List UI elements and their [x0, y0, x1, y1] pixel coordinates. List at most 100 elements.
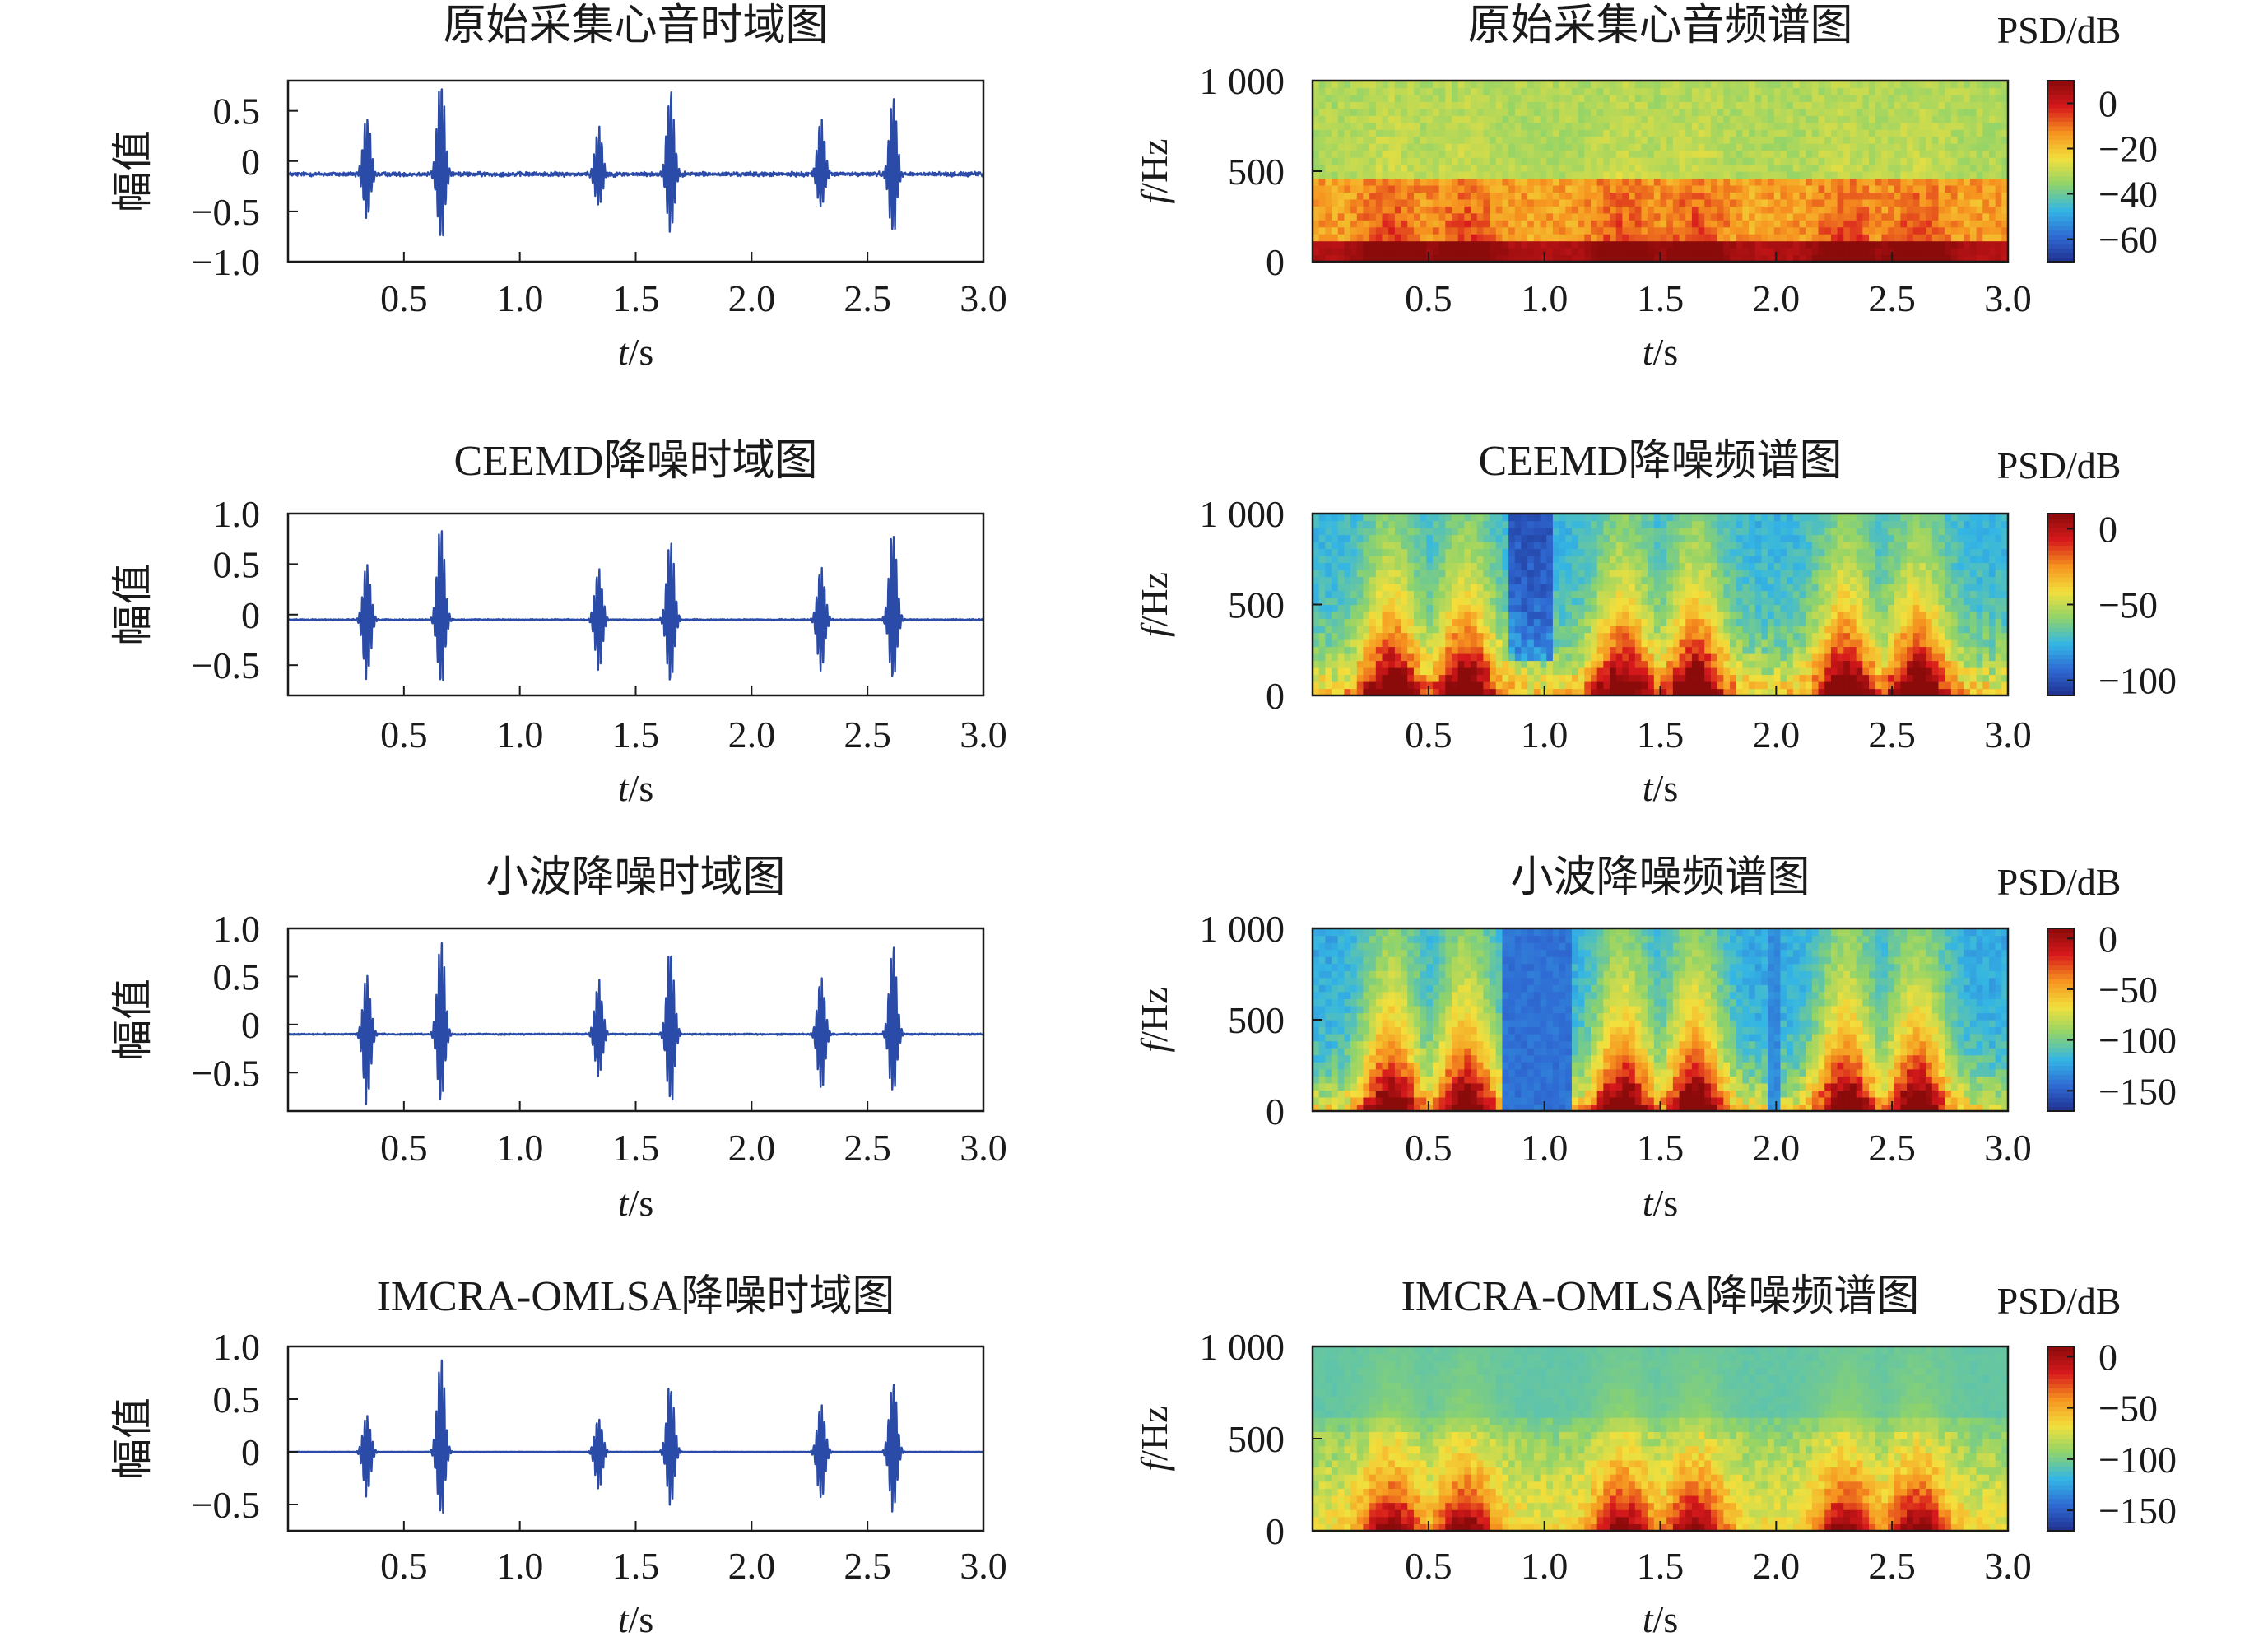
heatmap-cell — [1666, 660, 1674, 668]
heatmap-cell — [1363, 157, 1370, 165]
heatmap-cell — [1476, 618, 1485, 626]
heatmap-cell — [1508, 234, 1516, 242]
heatmap-cell — [1413, 646, 1421, 654]
heatmap-cell — [1584, 520, 1592, 528]
heatmap-cell — [1773, 115, 1782, 123]
heatmap-cell — [1546, 660, 1554, 668]
heatmap-cell — [1995, 212, 2002, 221]
heatmap-cell — [1514, 612, 1522, 620]
heatmap-cell — [1508, 562, 1516, 570]
heatmap-cell — [1603, 674, 1610, 682]
heatmap-cell — [1596, 590, 1604, 598]
heatmap-cell — [1432, 129, 1440, 137]
heatmap-cell — [1869, 101, 1876, 109]
heatmap-cell — [1476, 226, 1485, 235]
heatmap-cell — [1540, 108, 1547, 116]
heatmap-cell — [1988, 87, 1996, 95]
heatmap-cell — [1521, 184, 1528, 193]
heatmap-cell — [1490, 129, 1497, 137]
heatmap-cell — [1483, 248, 1490, 256]
heatmap-cell — [1950, 129, 1959, 137]
heatmap-cell — [1698, 590, 1705, 598]
heatmap-cell — [1634, 129, 1643, 137]
heatmap-cell — [1761, 639, 1768, 648]
heatmap-cell — [1907, 143, 1914, 151]
heatmap-cell — [1976, 206, 1983, 214]
heatmap-cell — [1369, 653, 1377, 662]
heatmap-cell — [1584, 240, 1592, 249]
heatmap-cell — [1438, 604, 1446, 612]
heatmap-cell — [1508, 646, 1516, 654]
heatmap-cell — [1717, 234, 1724, 242]
heatmap-cell — [1629, 108, 1636, 116]
heatmap-cell — [1565, 101, 1573, 109]
heatmap-cells — [1313, 81, 2009, 263]
heatmap-cell — [1773, 576, 1782, 584]
colorbar-segment — [2047, 144, 2074, 150]
heatmap-cell — [1426, 653, 1434, 662]
heatmap-cell — [1754, 598, 1763, 606]
heatmap-cell — [1660, 164, 1667, 172]
heatmap-cell — [1313, 534, 1320, 542]
heatmap-cell — [1679, 248, 1686, 256]
heatmap-cell — [1508, 108, 1516, 116]
heatmap-cell — [1615, 164, 1624, 172]
heatmap-cell — [1483, 514, 1490, 522]
heatmap-cells — [1313, 514, 2009, 696]
heatmap-cell — [1672, 674, 1680, 682]
heatmap-cell — [1578, 604, 1585, 612]
heatmap-cell — [1369, 556, 1377, 564]
heatmap-cell — [1768, 101, 1775, 109]
heatmap-cell — [1736, 81, 1743, 89]
heatmap-cell — [1337, 514, 1345, 522]
heatmap-cell — [1653, 604, 1661, 612]
heatmap-cell — [1634, 192, 1643, 200]
heatmap-cell — [1565, 192, 1573, 200]
heatmap-cell — [1584, 129, 1592, 137]
heatmap-cell — [1369, 542, 1377, 550]
heatmap-cell — [1540, 653, 1547, 662]
heatmap-cell — [1313, 87, 1320, 95]
heatmap-cell — [1691, 94, 1699, 102]
heatmap-cell — [1698, 157, 1705, 165]
heatmap-cell — [1596, 514, 1604, 522]
heatmap-cell — [1502, 520, 1509, 528]
heatmap-cell — [1483, 562, 1490, 570]
heatmap-cell — [2001, 171, 2009, 179]
heatmap-cell — [1723, 688, 1731, 696]
heatmap-cell — [1888, 143, 1895, 151]
heatmap-cell — [1325, 254, 1332, 263]
heatmap-cell — [1869, 184, 1876, 193]
heatmap-cell — [1471, 87, 1478, 95]
heatmap-cell — [1912, 184, 1921, 193]
heatmap-cell — [1704, 556, 1712, 564]
y-tick-label: 1.0 — [213, 908, 261, 950]
heatmap-cell — [1730, 674, 1737, 682]
heatmap-cell — [1672, 604, 1680, 612]
heatmap-cell — [1976, 150, 1983, 158]
heatmap-cell — [1926, 122, 1933, 130]
heatmap-cell — [1926, 129, 1933, 137]
heatmap-cell — [1912, 198, 1921, 207]
heatmap-cell — [1596, 520, 1604, 528]
heatmap-cell — [1388, 528, 1396, 536]
heatmap-cell — [1502, 94, 1509, 102]
heatmap-cell — [1388, 632, 1396, 640]
heatmap-cell — [1931, 108, 1940, 116]
heatmap-cell — [1754, 150, 1763, 158]
heatmap-cell — [1552, 667, 1560, 676]
heatmap-cell — [1641, 87, 1648, 95]
heatmap-cell — [1806, 129, 1813, 137]
heatmap-cell — [1988, 122, 1996, 130]
heatmap-cell — [1824, 234, 1832, 242]
heatmap-cell — [1508, 87, 1516, 95]
heatmap-cell — [1527, 234, 1535, 242]
heatmap-cell — [1464, 646, 1471, 654]
heatmap-cell — [1704, 164, 1712, 172]
heatmap-cell — [1849, 220, 1857, 228]
heatmap-cell — [1704, 184, 1712, 193]
heatmap-cell — [1679, 101, 1686, 109]
heatmap-cell — [1350, 198, 1358, 207]
heatmap-cell — [1736, 198, 1743, 207]
heatmap-cell — [1768, 514, 1775, 522]
